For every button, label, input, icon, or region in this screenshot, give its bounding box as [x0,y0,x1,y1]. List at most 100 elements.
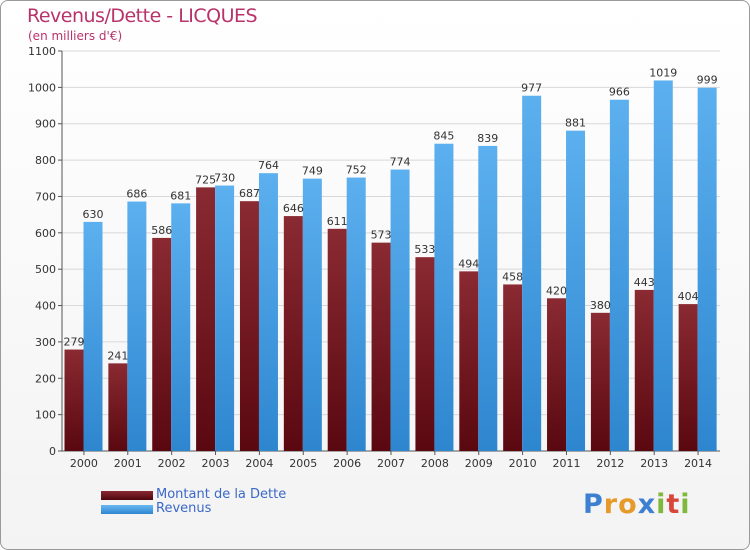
bar-dette [590,312,610,451]
x-tick-label: 2007 [377,457,405,470]
data-label-dette: 687 [239,187,260,200]
data-label-dette: 586 [151,224,172,237]
proxiti-logo: Proxiti [583,489,691,520]
bar-dette [64,349,84,451]
data-label-revenus: 752 [346,164,367,177]
bar-dette [415,257,435,451]
y-tick-label: 400 [35,300,56,313]
x-tick-label: 2001 [114,457,142,470]
logo-letter: o [618,489,638,520]
y-tick-label: 900 [35,118,56,131]
bar-revenus [609,99,629,452]
data-label-revenus: 845 [433,130,454,143]
legend: Montant de la Dette Revenus [101,487,401,516]
bar-dette [327,228,347,451]
bar-revenus [390,169,410,451]
y-tick-label: 100 [35,409,56,422]
x-tick-label: 2006 [333,457,361,470]
logo-letter: t [666,489,681,520]
data-label-revenus: 686 [126,188,147,201]
data-label-revenus: 966 [609,86,630,99]
x-tick-label: 2013 [640,457,668,470]
y-tick-label: 1100 [28,45,56,58]
bars [64,80,717,452]
legend-label-revenus: Revenus [156,501,212,516]
data-label-dette: 725 [195,173,216,186]
logo-letter: r [603,489,619,520]
axes: 0 100 200 300 400 500 600 700 800 900 1000 1100 2000… [28,45,720,470]
x-tick-label: 2003 [202,457,230,470]
bar-dette [678,304,698,451]
data-label-dette: 380 [590,299,611,312]
x-tick-label: 2014 [684,457,712,470]
data-label-dette: 494 [458,257,479,270]
bar-revenus [697,87,717,452]
bar-dette [283,216,303,451]
y-tick-label: 800 [35,154,56,167]
bar-revenus [83,221,103,451]
bar-revenus [258,173,278,451]
bar-revenus [478,145,498,451]
data-label-revenus: 774 [390,156,411,169]
data-label-revenus: 730 [214,172,235,185]
x-tick-label: 2012 [596,457,624,470]
legend-swatch-dette [101,491,153,500]
chart-title: Revenus/Dette - LICQUES [27,5,258,27]
data-label-revenus: 681 [170,189,191,202]
chart-subtitle: (en milliers d'€) [28,29,123,43]
bar-dette [634,289,654,451]
x-tick-label: 2009 [465,457,493,470]
legend-item-dette: Montant de la Dette [101,487,401,502]
data-label-revenus: 999 [697,74,718,87]
data-label-dette: 533 [414,243,435,256]
legend-item-revenus: Revenus [101,501,401,516]
logo-letter: x [637,489,657,520]
data-label-revenus: 839 [477,132,498,145]
data-label-revenus: 630 [83,208,104,221]
bar-revenus [566,130,586,452]
data-label-dette: 420 [546,284,567,297]
logo-letter: i [680,489,691,520]
bar-revenus [346,177,366,451]
bar-revenus [522,95,542,452]
y-tick-label: 500 [35,263,56,276]
data-label-dette: 404 [678,290,699,303]
data-label-dette: 611 [327,215,348,228]
data-label-dette: 573 [371,229,392,242]
bar-dette [152,237,172,451]
logo-letter: P [583,489,604,520]
x-tick-label: 2005 [289,457,317,470]
legend-label-dette: Montant de la Dette [156,487,287,502]
bar-revenus [653,80,673,452]
y-tick-label: 0 [49,445,56,458]
x-tick-label: 2010 [509,457,537,470]
x-tick-label: 2002 [158,457,186,470]
x-tick-label: 2000 [70,457,98,470]
bar-revenus [215,185,235,451]
legend-swatch-revenus [101,505,153,514]
bar-dette [459,271,479,451]
bar-dette [108,363,128,451]
bar-revenus [434,143,454,451]
bar-revenus [127,201,147,451]
y-tick-label: 700 [35,190,56,203]
y-tick-label: 200 [35,372,56,385]
bar-dette [547,298,567,451]
bar-dette [503,284,523,451]
bar-dette [371,242,391,451]
data-label-revenus: 1019 [649,66,677,79]
x-tick-label: 2008 [421,457,449,470]
data-label-dette: 443 [634,276,655,289]
bar-dette [239,201,259,451]
y-tick-label: 1000 [28,81,56,94]
data-label-dette: 458 [502,270,523,283]
bar-revenus [171,203,191,451]
data-label-revenus: 764 [258,159,279,172]
data-label-dette: 241 [107,349,128,362]
y-tick-label: 300 [35,336,56,349]
y-tick-label: 600 [35,227,56,240]
data-label-dette: 646 [283,202,304,215]
